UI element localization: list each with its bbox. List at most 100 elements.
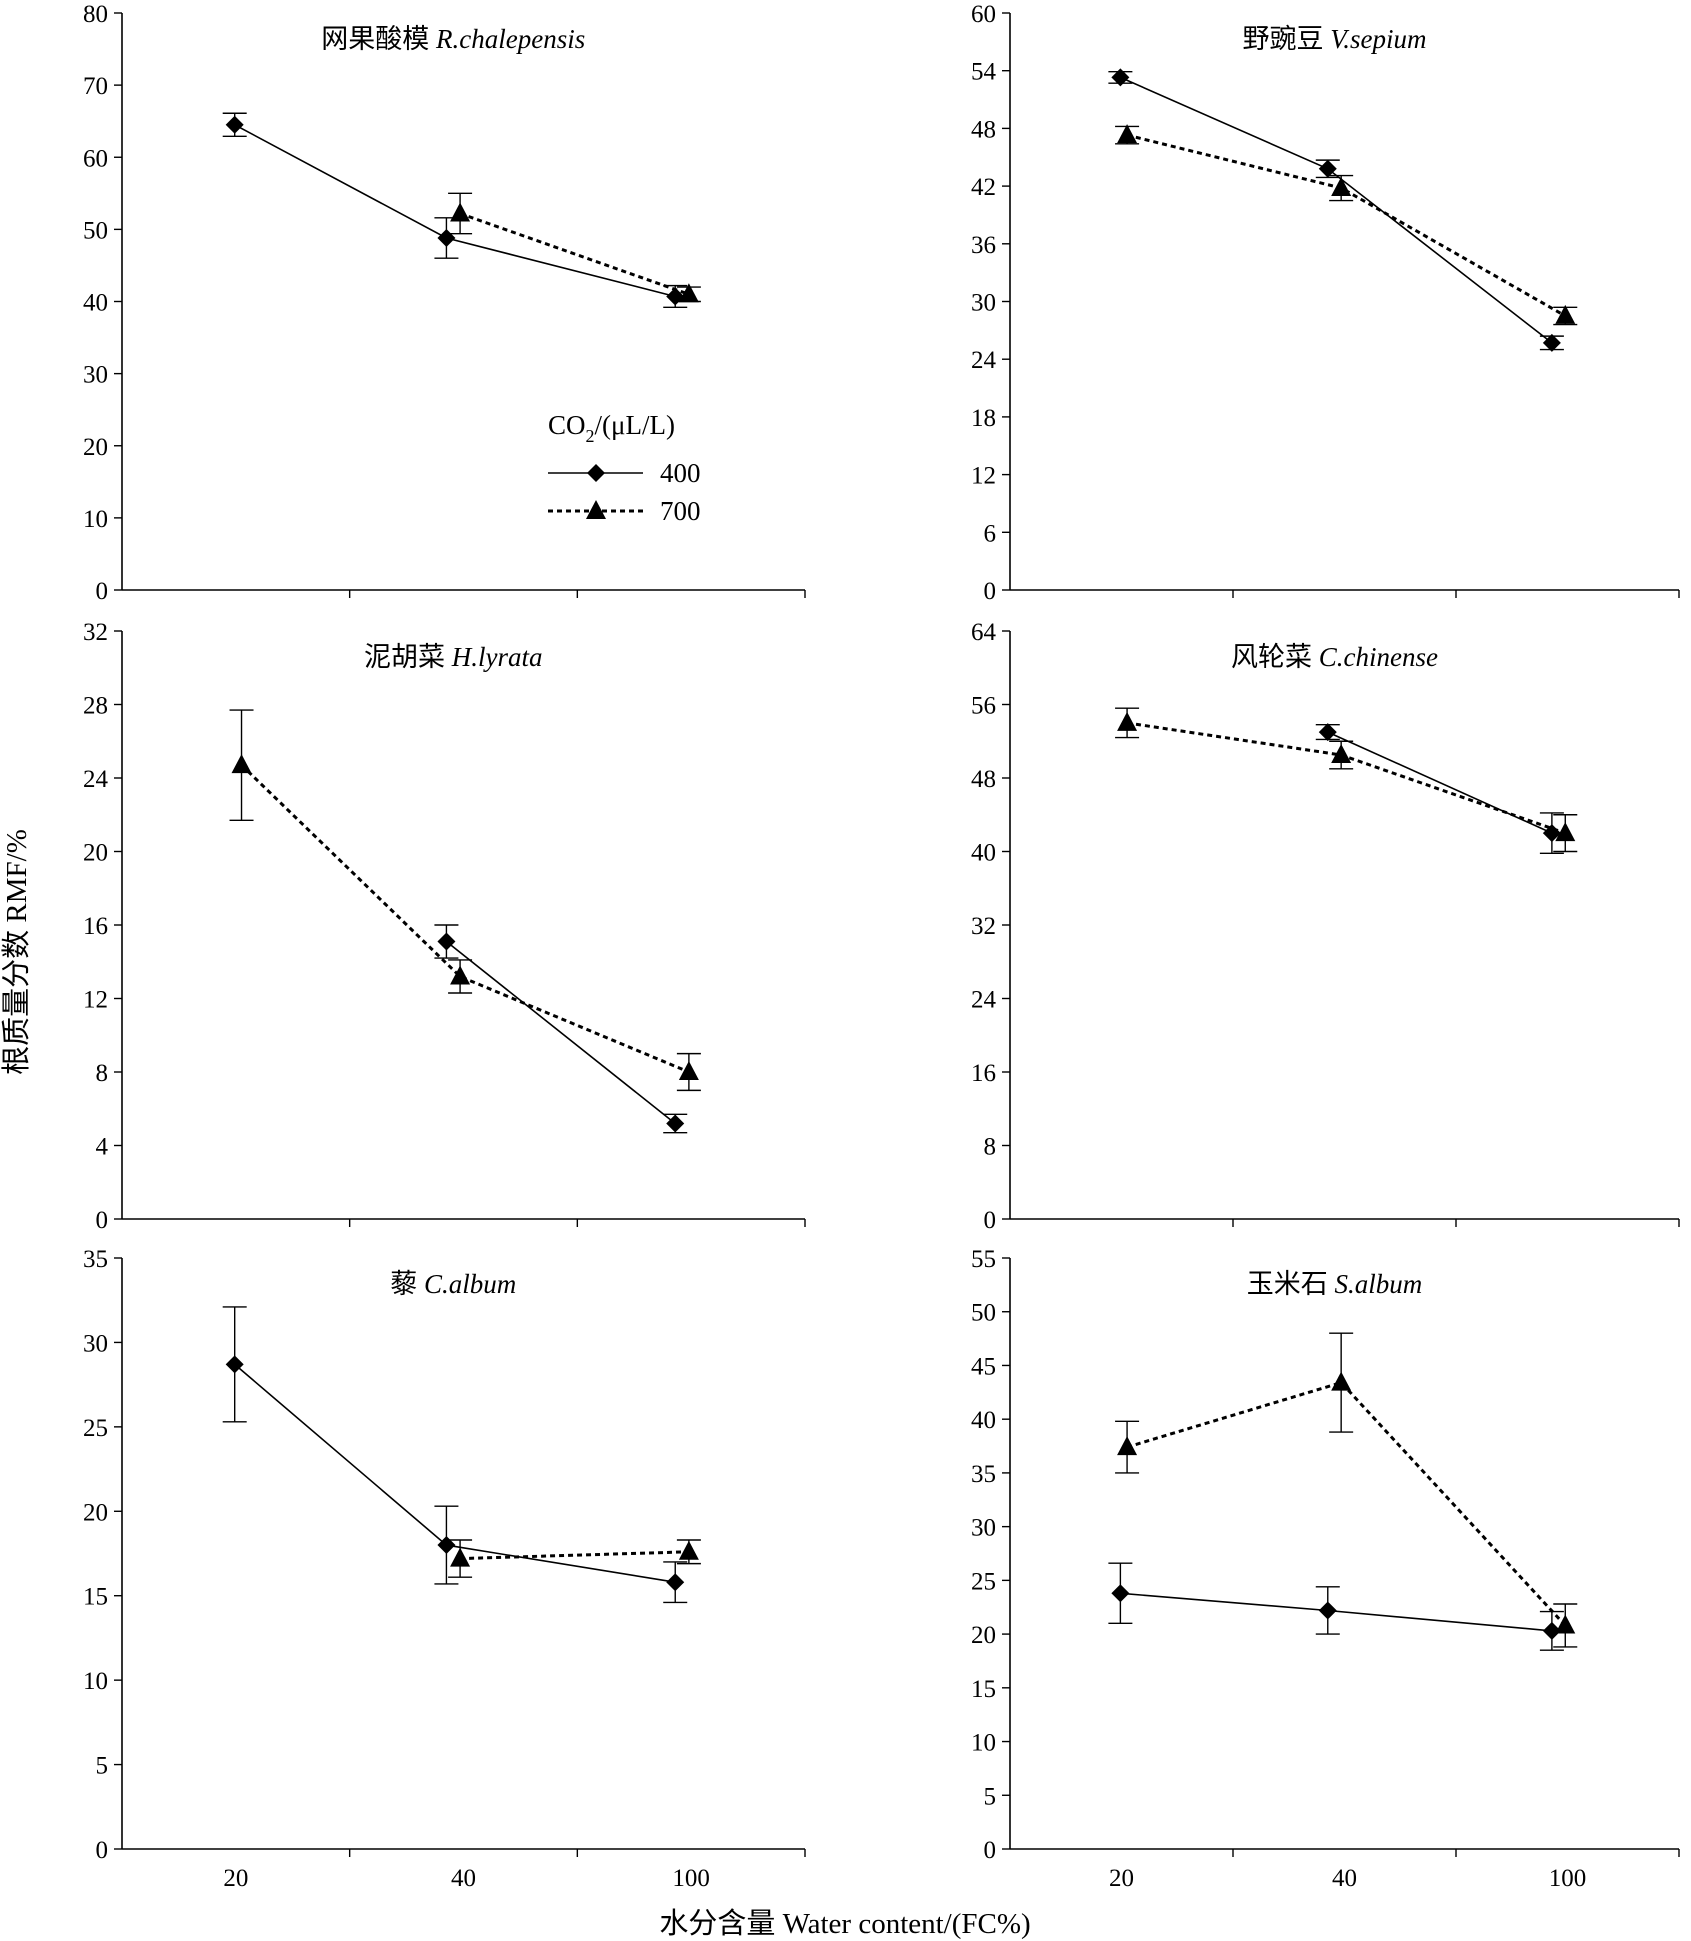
x-tick-label: 40 [451,1865,476,1892]
y-tick-label: 24 [83,766,109,793]
data-point-400 [225,115,244,134]
title-species: C.chinense [1319,642,1438,672]
x-tick-label: 100 [672,1865,710,1892]
data-point-400 [1318,723,1337,742]
y-tick-label: 12 [971,463,996,490]
panel-title: 野豌豆 V.sepium [1242,24,1426,54]
data-point-400 [437,932,456,951]
panel-4: 0 8 16 24 32 40 48 56 64 风轮菜 C.chinense [971,619,1680,1234]
y-tick-label: 4 [96,1134,109,1161]
y-tick-label: 40 [83,290,108,317]
data-point-400 [1318,1601,1337,1620]
y-tick-label: 10 [971,1730,996,1757]
y-tick-label: 48 [971,766,996,793]
x-tick-label: 20 [223,1865,248,1892]
y-tick-label: 20 [971,1622,996,1649]
y-tick-label: 8 [96,1060,109,1087]
data-point-400 [666,1573,685,1592]
y-tick-label: 15 [83,1584,108,1611]
y-tick-label: 64 [971,619,997,646]
y-tick-label: 50 [83,217,108,244]
y-tick-label: 20 [83,1499,108,1526]
data-point-700 [678,283,699,303]
y-tick-label: 5 [96,1753,109,1780]
y-tick-label: 10 [83,1668,108,1695]
y-tick-label: 30 [971,290,996,317]
y-tick-label: 0 [984,1837,997,1864]
y-tick-label: 0 [96,578,109,605]
legend-label-700: 700 [660,496,701,526]
series-line-700 [1126,1380,1567,1627]
panel-3: 0 4 8 12 16 20 24 28 32 泥胡菜 H.lyrata [83,619,806,1234]
y-tick-label: 60 [83,145,108,172]
y-tick-label: 20 [83,434,108,461]
y-tick-label: 0 [96,1207,109,1234]
series-line-700 [460,1550,689,1561]
y-tick-label: 24 [971,347,997,374]
panel-title: 风轮菜 C.chinense [1231,642,1438,672]
y-tick-label: 0 [984,1207,997,1234]
y-tick-label: 42 [971,174,996,201]
title-species: R.chalepensis [435,24,585,54]
y-tick-label: 10 [83,506,108,533]
data-point-700 [1117,1436,1138,1456]
data-point-400 [1542,333,1561,352]
title-cn: 泥胡菜 [364,642,452,672]
y-tick-label: 40 [971,840,996,867]
series-line-700 [1126,721,1566,835]
y-tick-label: 18 [971,405,996,432]
data-point-700 [678,1061,699,1080]
x-axis-title: 水分含量 Water content/(FC%) [659,1907,1030,1940]
title-species: H.lyrata [451,642,543,672]
y-tick-label: 25 [83,1415,108,1442]
data-point-700 [1117,711,1138,731]
y-tick-label: 40 [971,1407,996,1434]
legend-marker-400 [587,464,605,482]
title-cn: 藜 [390,1269,424,1299]
y-tick-label: 30 [83,362,108,389]
y-tick-label: 35 [971,1461,996,1488]
series-line-400 [1120,1592,1552,1632]
data-point-700 [1331,744,1352,764]
y-tick-label: 30 [971,1515,996,1542]
x-tick-label: 40 [1332,1865,1357,1892]
y-tick-label: 6 [984,520,997,547]
y-tick-label: 48 [971,116,996,143]
y-tick-label: 0 [984,578,997,605]
y-tick-label: 80 [83,1,108,28]
y-tick-label: 12 [83,987,108,1014]
y-tick-label: 0 [96,1837,109,1864]
series-line-400 [234,1363,676,1583]
y-tick-label: 16 [971,1060,996,1087]
title-cn: 玉米石 [1247,1269,1335,1299]
title-species: C.album [424,1269,516,1299]
y-tick-label: 30 [83,1330,108,1357]
panel-title: 泥胡菜 H.lyrata [364,642,543,672]
y-tick-label: 50 [971,1300,996,1327]
panel-title: 玉米石 S.album [1247,1269,1423,1299]
legend-title: CO2/(μL/L) [548,410,675,446]
data-point-700 [450,965,471,985]
series-line-400 [445,940,676,1125]
x-tick-label: 100 [1549,1865,1587,1892]
panel-title: 网果酸模 R.chalepensis [321,24,585,54]
data-point-700 [1331,1371,1352,1391]
series-line-700 [459,212,690,296]
data-point-400 [1542,1621,1561,1640]
data-point-700 [1331,177,1352,197]
y-tick-label: 15 [971,1676,996,1703]
data-point-400 [1111,1584,1130,1603]
y-tick-label: 60 [971,1,996,28]
y-tick-label: 45 [971,1353,996,1380]
y-tick-label: 8 [984,1134,997,1161]
y-tick-label: 16 [83,913,108,940]
data-point-400 [1111,68,1130,87]
legend-label-400: 400 [660,458,701,488]
data-point-400 [437,229,456,248]
data-point-700 [1555,1614,1576,1634]
data-point-700 [1117,124,1138,144]
title-cn: 野豌豆 [1242,24,1330,54]
panel-6: 0 5 10 15 20 25 30 35 40 45 50 55 20 40 100 玉米石 S.album [971,1246,1680,1892]
title-cn: 风轮菜 [1231,642,1319,672]
y-tick-label: 36 [971,232,996,259]
